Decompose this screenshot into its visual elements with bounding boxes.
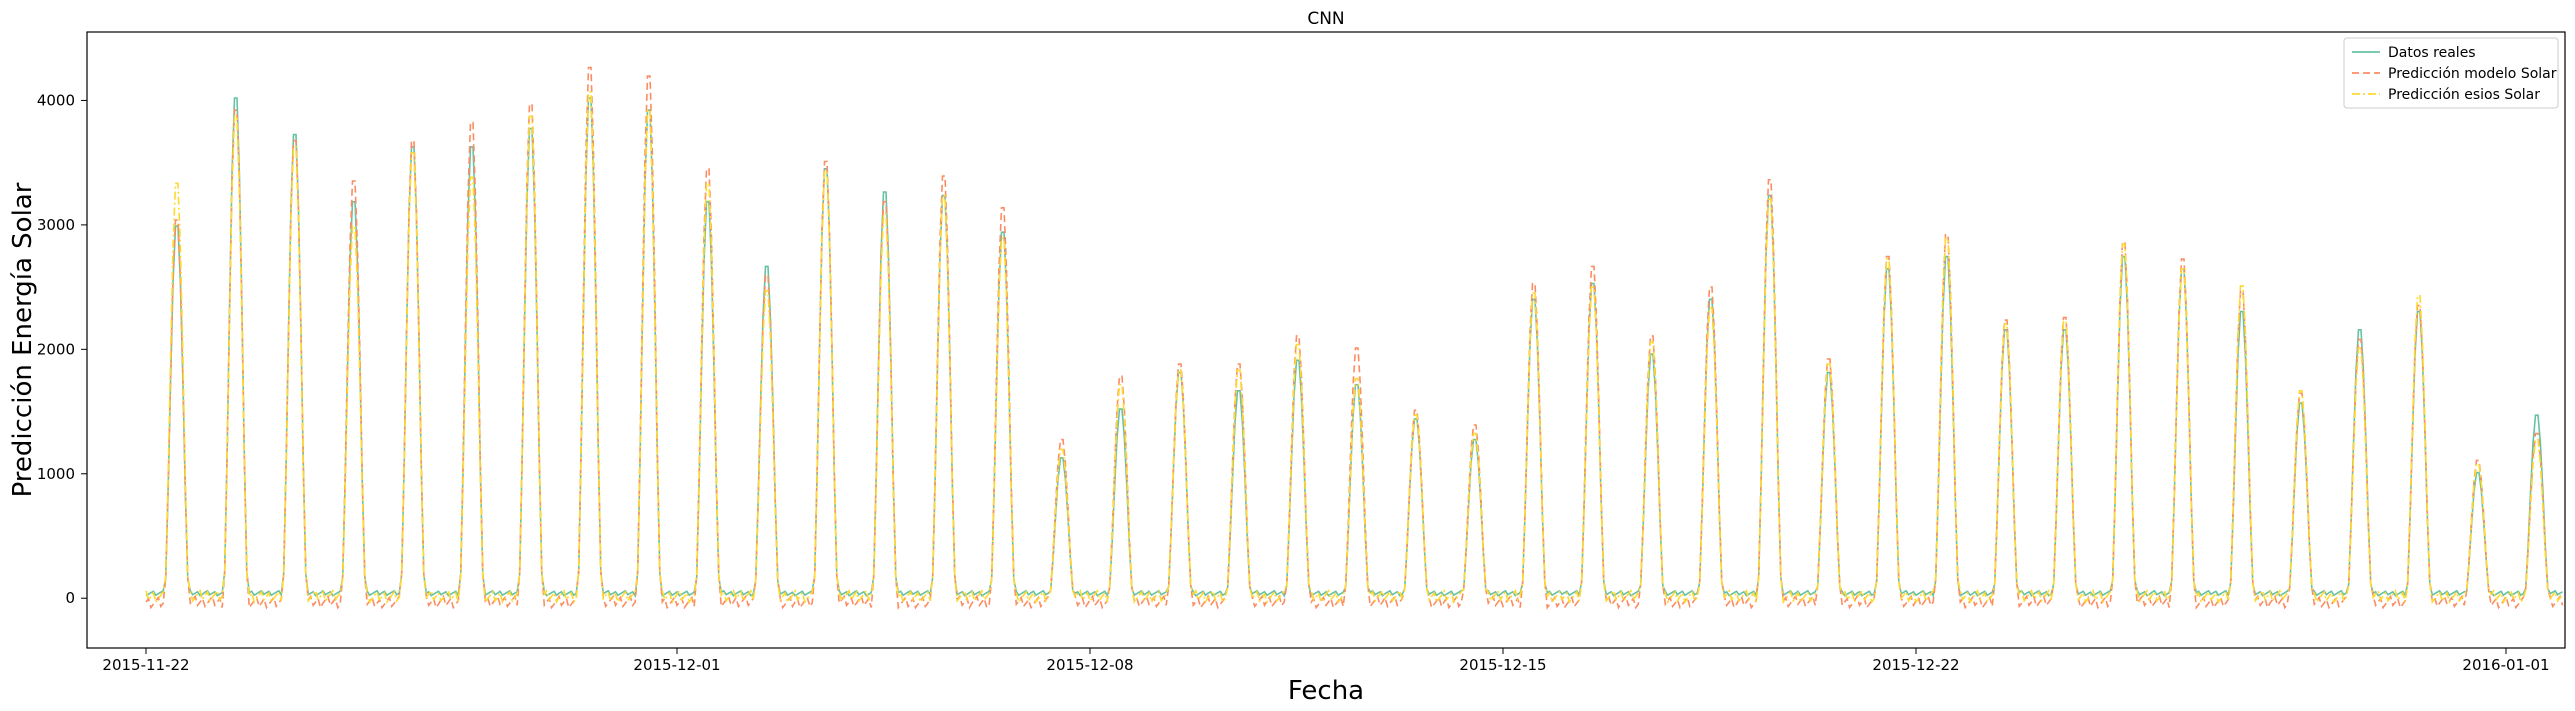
x-tick-label: 2015-12-08 (1046, 656, 1133, 674)
x-axis: 2015-11-22 2015-12-01 2015-12-08 2015-12-15… (102, 648, 2550, 674)
x-tick-label: 2015-12-01 (633, 656, 720, 674)
legend-label: Predicción modelo Solar (2388, 66, 2557, 82)
legend-label: Datos reales (2388, 45, 2476, 61)
x-tick-label: 2015-11-22 (102, 656, 189, 674)
plot-frame (86, 31, 2566, 649)
y-tick-label: 1000 (37, 465, 75, 483)
chart-title: CNN (1307, 9, 1344, 29)
y-tick-label: 2000 (37, 340, 75, 358)
y-axis-label: Predicción Energía Solar (8, 182, 38, 497)
y-axis: 0 1000 2000 3000 4000 (37, 91, 87, 607)
legend-box (2343, 37, 2559, 109)
x-axis-label: Fecha (1288, 676, 1364, 706)
x-tick-label: 2015-12-15 (1459, 656, 1546, 674)
legend: Datos reales Predicción modelo Solar Predi… (2343, 37, 2559, 109)
y-tick-label: 3000 (37, 216, 75, 234)
series-line (145, 66, 2564, 610)
plot-area (145, 66, 2564, 610)
series-line (145, 91, 2564, 605)
y-tick-label: 4000 (37, 91, 75, 109)
x-tick-label: 2016-01-01 (2462, 656, 2549, 674)
series-line (145, 97, 2563, 599)
legend-label: Predicción esios Solar (2388, 87, 2540, 103)
x-tick-label: 2015-12-22 (1872, 656, 1959, 674)
y-tick-label: 0 (65, 589, 75, 607)
